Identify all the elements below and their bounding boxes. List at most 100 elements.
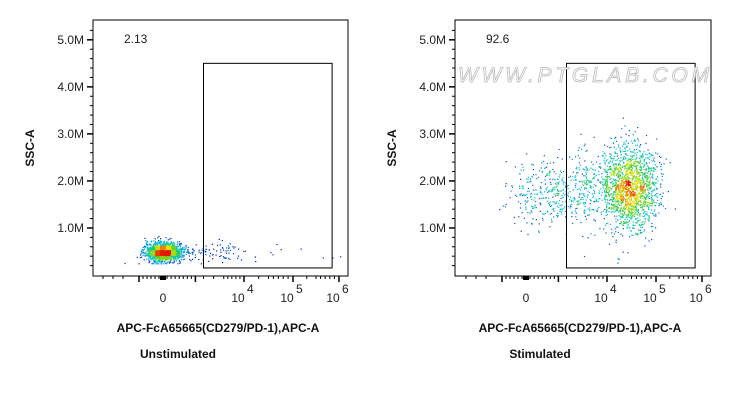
data-point [584,143,586,145]
data-point [585,181,588,183]
data-point [619,169,621,171]
data-point [625,184,627,186]
data-point [644,245,646,247]
data-point [656,176,659,178]
data-point [192,258,194,260]
data-point [162,249,164,251]
data-point [653,194,655,197]
data-point [595,198,597,200]
data-point [584,188,586,190]
x-tick-exponent: 6 [342,282,349,296]
data-point [622,184,624,186]
data-point [638,173,640,175]
data-point [533,206,535,208]
data-point [626,204,628,206]
data-point [628,207,630,209]
data-point [604,189,606,191]
data-point [147,248,149,250]
data-point [622,181,624,183]
data-point [554,189,556,191]
data-point [221,247,224,249]
data-point [159,263,161,265]
data-point [159,257,161,260]
x-tick-exponent: 4 [610,282,617,296]
data-point [165,237,167,239]
data-point [623,177,625,179]
data-point [198,251,200,253]
data-point [624,186,626,188]
data-point [618,190,620,192]
data-point [651,239,653,241]
data-point [619,211,621,213]
data-point [645,213,647,215]
data-point [645,237,647,239]
data-point [159,251,161,253]
data-point [557,212,559,214]
data-point [641,195,643,197]
data-point [161,253,163,255]
data-point [641,209,643,211]
data-point [648,217,650,219]
data-point [624,153,626,155]
data-point [630,212,632,215]
data-point [577,202,579,204]
data-point [629,215,632,217]
data-point [173,250,175,252]
data-point [636,178,638,180]
data-point [631,179,634,181]
data-point [638,150,640,152]
data-point [665,158,667,160]
data-point [635,144,637,146]
data-point [639,166,641,168]
data-point [604,195,606,197]
data-point [213,248,215,250]
data-point [644,229,646,231]
data-point [634,198,636,200]
data-point [150,250,152,252]
data-point [655,195,657,197]
data-point [528,181,530,183]
data-point [170,240,172,243]
data-point [630,184,632,186]
data-point [165,256,167,258]
data-point [558,176,560,178]
data-point [149,249,152,251]
data-point [555,203,557,205]
data-point [651,167,653,169]
data-point [618,215,620,217]
data-point [601,173,603,175]
data-point [585,218,587,220]
data-point [604,196,606,198]
data-point [158,255,160,257]
data-point [620,213,622,215]
data-point [653,157,655,159]
data-point [636,181,638,183]
data-point [163,249,165,251]
data-point [623,141,625,143]
data-point [164,249,166,251]
data-point [623,162,625,164]
data-point [593,219,595,221]
data-point [636,195,638,197]
data-point [154,257,156,259]
data-point [627,184,630,186]
data-point [569,196,572,198]
data-point [640,189,642,191]
data-point [621,177,624,179]
data-point [646,154,648,156]
data-point [640,174,642,176]
data-point [641,154,644,156]
data-point [628,172,630,174]
data-point [628,182,630,184]
data-point [167,250,169,252]
data-point [576,200,578,202]
data-point [623,183,625,185]
data-point [153,256,155,258]
data-point [545,197,548,199]
data-point [158,261,160,263]
data-point [630,196,632,198]
data-point [622,196,624,198]
data-point [625,153,627,155]
data-point [171,250,173,252]
data-point [631,195,633,197]
